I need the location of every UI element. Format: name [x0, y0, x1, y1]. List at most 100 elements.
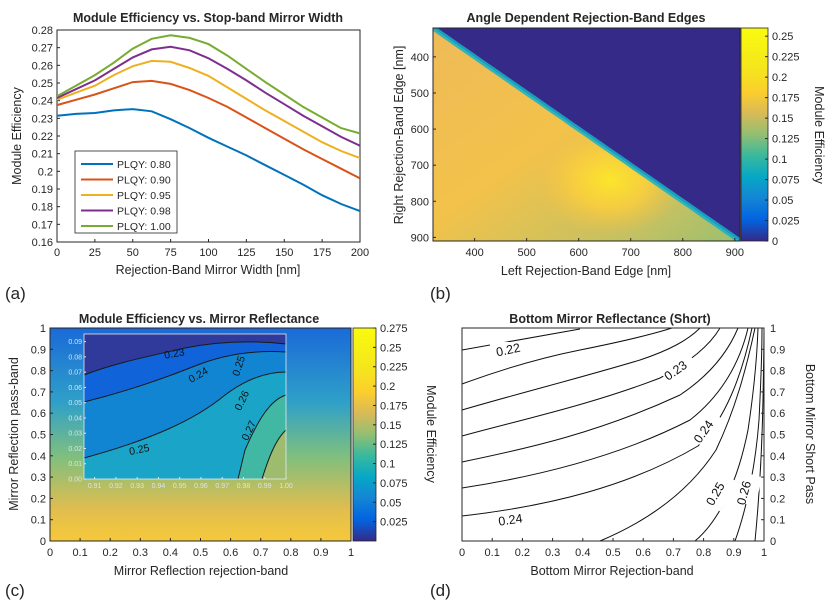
chart-a-ylabel: Module Efficiency: [10, 86, 24, 184]
inset-y-tick-label: 0.08: [68, 354, 82, 361]
colorbar-tick-label: 0.025: [772, 216, 800, 228]
y-tick-label: 0: [770, 536, 776, 548]
colorbar-tick-label: 0.225: [772, 52, 800, 64]
y-tick-label: 0.28: [32, 25, 53, 37]
x-tick-label: 25: [89, 247, 101, 259]
chart-c-colorbar-label: Module Efficiency: [424, 385, 438, 483]
y-tick-label: 1: [770, 323, 776, 335]
x-tick-label: 50: [127, 247, 139, 259]
x-tick-label: 500: [517, 247, 535, 259]
y-tick-label: 0.8: [770, 366, 785, 378]
inset-y-tick-label: 0.01: [68, 461, 82, 468]
chart-c-title: Module Efficiency vs. Mirror Reflectance: [79, 312, 319, 326]
y-tick-label: 0.9: [770, 344, 785, 356]
inset-x-tick-label: 0.96: [194, 483, 208, 490]
y-tick-label: 0.6: [31, 408, 46, 420]
y-tick-label: 0.2: [31, 493, 46, 505]
y-tick-label: 0.27: [32, 43, 53, 55]
y-tick-label: 0.9: [31, 344, 46, 356]
chart-a-xlabel: Rejection-Band Mirror Width [nm]: [116, 263, 301, 277]
y-tick-label: 0.22: [32, 131, 53, 143]
series-line: [57, 45, 360, 147]
x-tick-label: 0.9: [313, 547, 328, 559]
x-tick-label: 600: [570, 247, 588, 259]
x-tick-label: 0.8: [283, 547, 298, 559]
inset-y-tick-label: 0.00: [68, 477, 82, 484]
chart-b-xlabel: Left Rejection-Band Edge [nm]: [501, 264, 671, 278]
inset-y-tick-label: 0.05: [68, 400, 82, 407]
y-tick-label: 1: [40, 323, 46, 335]
chart-c-ylabel: Mirror Reflection pass-band: [7, 357, 21, 511]
x-tick-label: 100: [199, 247, 217, 259]
x-tick-label: 400: [465, 247, 483, 259]
y-tick-label: 0: [40, 536, 46, 548]
x-tick-label: 0.7: [666, 547, 681, 559]
series-line: [57, 59, 360, 160]
y-tick-label: 0.7: [770, 387, 785, 399]
colorbar-tick-label: 0.075: [380, 478, 408, 490]
inset-x-tick-label: 0.93: [130, 483, 144, 490]
y-tick-label: 0.19: [32, 184, 53, 196]
colorbar-tick-label: 0.075: [772, 175, 800, 187]
panel-label-c: (c): [5, 581, 25, 600]
inset-x-tick-label: 0.98: [237, 483, 251, 490]
legend-entry: PLQY: 0.95: [117, 190, 171, 202]
x-tick-label: 0.1: [72, 547, 87, 559]
inset-contour-label: 0.25: [128, 442, 151, 458]
colorbar-tick-label: 0.05: [772, 195, 793, 207]
x-tick-label: 0.6: [223, 547, 238, 559]
chart-a-legend: PLQY: 0.80 PLQY: 0.90 PLQY: 0.95 PLQY: 0.98…: [74, 150, 178, 234]
y-tick-label: 0.1: [31, 515, 46, 527]
inset-x-tick-label: 1.00: [279, 483, 293, 490]
y-tick-label: 600: [411, 124, 429, 136]
x-tick-label: 0.7: [253, 547, 268, 559]
y-tick-label: 0.8: [31, 366, 46, 378]
contour-label: 0.22: [495, 341, 522, 360]
legend-entry: PLQY: 0.90: [117, 175, 171, 187]
y-tick-label: 0.25: [32, 78, 53, 90]
x-tick-label: 0: [459, 547, 465, 559]
y-tick-label: 0.7: [31, 387, 46, 399]
x-tick-label: 0.6: [636, 547, 651, 559]
series-line: [57, 79, 360, 180]
inset-x-tick-label: 0.99: [258, 483, 272, 490]
inset-y-tick-label: 0.07: [68, 370, 82, 377]
y-tick-label: 500: [411, 88, 429, 100]
inset-x-tick-label: 0.95: [173, 483, 187, 490]
x-tick-label: 0.3: [545, 547, 560, 559]
y-tick-label: 0.3: [31, 472, 46, 484]
y-tick-label: 0.23: [32, 113, 53, 125]
x-tick-label: 0.5: [193, 547, 208, 559]
y-tick-label: 0.4: [31, 451, 46, 463]
colorbar-tick-label: 0.15: [380, 420, 401, 432]
inset-x-tick-label: 0.92: [109, 483, 123, 490]
panel-b: Angle Dependent Rejection-Band Edges 400…: [392, 11, 826, 303]
colorbar-tick-label: 0.15: [772, 113, 793, 125]
inset-x-tick-label: 0.97: [215, 483, 229, 490]
inset-x-tick-label: 0.94: [152, 483, 166, 490]
panel-label-a: (a): [5, 284, 26, 303]
panel-label-d: (d): [430, 581, 451, 600]
y-tick-label: 0.26: [32, 60, 53, 72]
chart-c-colorbar: [352, 327, 377, 542]
x-tick-label: 175: [313, 247, 331, 259]
colorbar-tick-label: 0.175: [772, 93, 800, 105]
inset-y-tick-label: 0.04: [68, 415, 82, 422]
y-tick-label: 0.6: [770, 408, 785, 420]
panel-d: Bottom Mirror Reflectance (Short) 0.22 0…: [430, 312, 817, 600]
colorbar-tick-label: 0.2: [772, 72, 787, 84]
x-tick-label: 1: [348, 547, 354, 559]
x-tick-label: 0.2: [103, 547, 118, 559]
contour-label: 0.24: [497, 511, 523, 528]
legend-entry: PLQY: 0.98: [117, 206, 171, 218]
y-tick-label: 0.5: [770, 430, 785, 442]
colorbar-tick-label: 0.05: [380, 497, 401, 509]
x-tick-label: 150: [275, 247, 293, 259]
inset-y-tick-label: 0.09: [68, 339, 82, 346]
y-tick-label: 400: [411, 52, 429, 64]
chart-b-ylabel: Right Rejection-Band Edge [nm]: [392, 46, 406, 225]
chart-d-contour-labels: 0.22 0.23 0.24 0.25 0.26 0.24: [490, 341, 763, 529]
chart-d-ylabel: Bottom Mirror Short Pass: [803, 364, 817, 504]
chart-b-colorbar-label: Module Efficiency: [812, 86, 826, 184]
y-tick-label: 0.1: [770, 515, 785, 527]
